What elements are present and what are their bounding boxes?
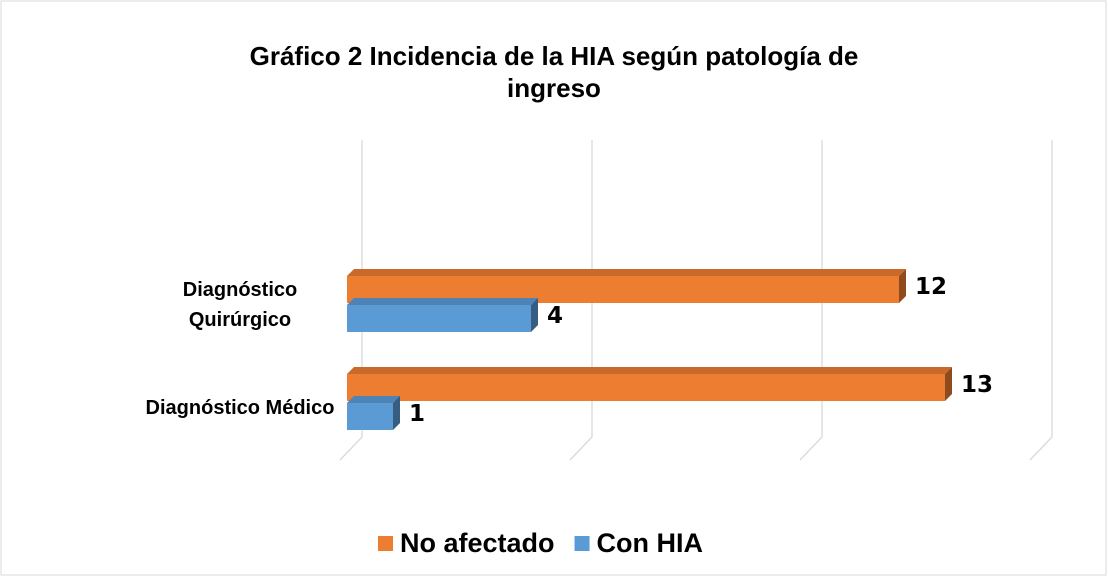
data-label: 1 — [409, 401, 425, 427]
bar-top — [347, 298, 538, 305]
bar-side — [393, 396, 400, 430]
bar-side — [945, 367, 952, 401]
chart-title: Gráfico 2 Incidencia de la HIA según pat… — [250, 41, 859, 103]
grid-line — [569, 140, 593, 461]
bar — [347, 403, 393, 430]
grid-line — [339, 140, 363, 461]
bar-top — [347, 367, 952, 374]
grid-line — [1029, 140, 1053, 461]
legend-swatch — [378, 536, 393, 551]
bar-top — [347, 396, 400, 403]
data-label: 13 — [961, 372, 993, 398]
legend-swatch — [574, 536, 590, 551]
legend-label: Con HIA — [597, 528, 703, 558]
data-label: 12 — [915, 274, 947, 300]
grid-line — [799, 140, 823, 461]
legend-label: No afectado — [400, 528, 555, 558]
y-tick-label: Diagnóstico Quirúrgico — [183, 279, 297, 331]
bar-side — [899, 269, 906, 303]
data-label: 4 — [547, 303, 563, 329]
bar-top — [347, 269, 906, 276]
bar — [347, 305, 531, 332]
bar-side — [531, 298, 538, 332]
bar — [347, 374, 945, 401]
y-tick-label: Diagnóstico Médico — [146, 397, 335, 419]
